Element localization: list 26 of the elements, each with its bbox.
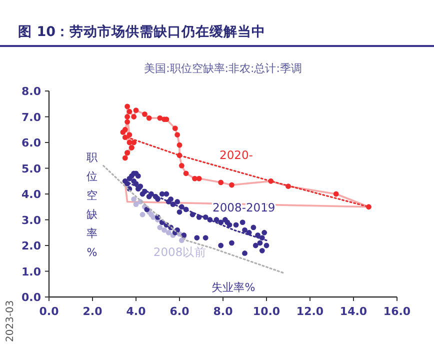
x-tick-label: 12.0: [296, 305, 324, 318]
series-label: 2008-2019: [212, 200, 276, 215]
x-axis-title: 失业率%: [212, 281, 256, 294]
y-tick-label: 1.0: [22, 265, 42, 278]
y-tick-label: 6.0: [22, 136, 42, 150]
y-tick-label: 5.0: [22, 162, 42, 176]
x-tick-label: 14.0: [340, 305, 368, 318]
y-tick-label: 0.0: [22, 291, 42, 304]
y-tick-label: 3.0: [22, 214, 42, 227]
y-tick-label: 4.0: [22, 188, 42, 201]
x-tick-label: 2.0: [82, 305, 103, 318]
x-tick-label: 6.0: [170, 305, 190, 318]
y-tick-label: 7.0: [22, 110, 42, 124]
y-axis-title: 职位空缺率%: [86, 151, 98, 259]
y-tick-label: 2.0: [22, 240, 42, 252]
x-tick-label: 4.0: [126, 305, 146, 318]
y-tick-label: 8.0: [22, 85, 42, 98]
chart-subtitle: 美国:职位空缺率:非农:总计:季调: [144, 62, 302, 75]
x-tick-label: 8.0: [213, 305, 234, 318]
x-tick-label: 10.0: [252, 305, 280, 318]
text: 2023-03: [5, 300, 16, 342]
x-tick-label: 0.0: [39, 305, 60, 318]
x-tick-label: 16.0: [383, 305, 411, 318]
chart-title: 图 10：劳动市场供需缺口仍在缓解当中: [18, 23, 266, 40]
series-label: 2020-: [220, 148, 253, 162]
series-label: 2008以前: [153, 244, 207, 259]
